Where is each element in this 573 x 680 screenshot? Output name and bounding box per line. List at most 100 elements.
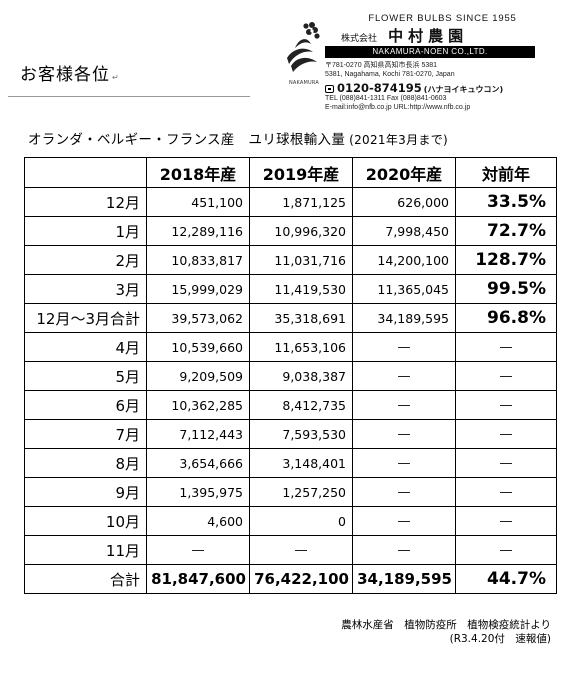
- ratio-cell: ―: [455, 361, 557, 391]
- value-2020-cell: 11,365,045: [352, 274, 456, 304]
- month-cell: 10月: [24, 506, 147, 536]
- table-row: 1月 12,289,116 10,996,320 7,998,450 72.7%: [24, 216, 557, 246]
- table-total-row: 合計 81,847,600 76,422,100 34,189,595 44.7…: [24, 564, 557, 594]
- value-2019-cell: 8,412,735: [249, 390, 353, 420]
- value-2018-cell: 39,573,062: [146, 303, 250, 333]
- month-cell: 12月: [24, 187, 147, 217]
- table-row: 10月 4,600 0 ― ―: [24, 506, 557, 536]
- value-2020-cell: ―: [352, 448, 456, 478]
- value-2018-cell: 15,999,029: [146, 274, 250, 304]
- ratio-cell: ―: [455, 419, 557, 449]
- total-label-cell: 合計: [24, 564, 147, 594]
- value-2018-cell: 7,112,443: [146, 419, 250, 449]
- table-row: 12月 451,100 1,871,125 626,000 33.5%: [24, 187, 557, 217]
- month-cell: 4月: [24, 332, 147, 362]
- value-2019-cell: 35,318,691: [249, 303, 353, 333]
- value-2020-cell: 626,000: [352, 187, 456, 217]
- value-2020-cell: ―: [352, 361, 456, 391]
- value-2018-cell: 12,289,116: [146, 216, 250, 246]
- month-cell: 2月: [24, 245, 147, 275]
- nakamura-flower-logo-icon: [287, 22, 320, 72]
- title-note: (2021年3月まで): [349, 133, 448, 147]
- value-2020-cell: ―: [352, 477, 456, 507]
- value-2018-cell: 1,395,975: [146, 477, 250, 507]
- month-cell: 5月: [24, 361, 147, 391]
- ratio-cell: 96.8%: [455, 303, 557, 333]
- value-2020-cell: 14,200,100: [352, 245, 456, 275]
- greeting-underline: [8, 96, 250, 97]
- ratio-cell: ―: [455, 448, 557, 478]
- company-phone-row: 0120-874195 (ハナヨイキュウコン): [325, 79, 560, 95]
- value-2018-cell: 4,600: [146, 506, 250, 536]
- table-row: 12月～3月合計 39,573,062 35,318,691 34,189,59…: [24, 303, 557, 333]
- header-ratio: 対前年: [455, 157, 557, 188]
- ratio-cell: ―: [455, 332, 557, 362]
- value-2020-cell: ―: [352, 332, 456, 362]
- lily-bulb-import-table: 2018年産 2019年産 2020年産 対前年 12月 451,100 1,8…: [24, 157, 557, 594]
- value-2019-cell: 10,996,320: [249, 216, 353, 246]
- table-row: 3月 15,999,029 11,419,530 11,365,045 99.5…: [24, 274, 557, 304]
- table-row: 11月 ― ― ― ―: [24, 535, 557, 565]
- month-cell: 11月: [24, 535, 147, 565]
- value-2018-cell: 3,654,666: [146, 448, 250, 478]
- value-2019-cell: 11,031,716: [249, 245, 353, 275]
- ratio-cell: 72.7%: [455, 216, 557, 246]
- value-2019-cell: ―: [249, 535, 353, 565]
- month-cell: 7月: [24, 419, 147, 449]
- value-2020-cell: ―: [352, 535, 456, 565]
- page-title: オランダ・ベルギー・フランス産 ユリ球根輸入量 (2021年3月まで): [28, 128, 448, 148]
- title-main: オランダ・ベルギー・フランス産 ユリ球根輸入量: [28, 132, 346, 148]
- month-cell: 9月: [24, 477, 147, 507]
- company-tel-fax: TEL (088)841-1311 Fax (088)841-0603: [325, 95, 447, 102]
- header-month: [24, 157, 147, 188]
- value-2018-cell: 451,100: [146, 187, 250, 217]
- company-name: 中村農園: [388, 27, 469, 45]
- value-2019-cell: 1,871,125: [249, 187, 353, 217]
- value-2018-cell: 10,362,285: [146, 390, 250, 420]
- value-2018-cell: 10,539,660: [146, 332, 250, 362]
- table-row: 9月 1,395,975 1,257,250 ― ―: [24, 477, 557, 507]
- value-2020-cell: ―: [352, 390, 456, 420]
- source-note: 農林水産省 植物防疫所 植物検疫統計より (R3.4.20付 速報値): [341, 618, 551, 646]
- company-phone-kana: (ハナヨイキュウコン): [423, 85, 504, 94]
- month-cell: 12月～3月合計: [24, 303, 147, 333]
- month-cell: 1月: [24, 216, 147, 246]
- logo-caption: NAKAMURA: [288, 80, 320, 86]
- greeting: お客様各位 ↵: [20, 60, 120, 85]
- value-2019-cell: 0: [249, 506, 353, 536]
- ratio-cell: ―: [455, 506, 557, 536]
- table-row: 7月 7,112,443 7,593,530 ― ―: [24, 419, 557, 449]
- month-cell: 6月: [24, 390, 147, 420]
- value-2019-cell: 3,148,401: [249, 448, 353, 478]
- source-line-1: 農林水産省 植物防疫所 植物検疫統計より: [341, 619, 551, 631]
- month-cell: 8月: [24, 448, 147, 478]
- company-phone: 0120-874195: [337, 81, 422, 95]
- ratio-cell: ―: [455, 535, 557, 565]
- total-2018-cell: 81,847,600: [146, 564, 250, 594]
- value-2020-cell: 34,189,595: [352, 303, 456, 333]
- total-2020-cell: 34,189,595: [352, 564, 456, 594]
- table-row: 6月 10,362,285 8,412,735 ― ―: [24, 390, 557, 420]
- company-address-en: 5381, Nagahama, Kochi 781-0270, Japan: [325, 71, 455, 78]
- value-2019-cell: 11,419,530: [249, 274, 353, 304]
- value-2020-cell: 7,998,450: [352, 216, 456, 246]
- company-email-url: E-mail:info@nfb.co.jp URL:http://www.nfb…: [325, 104, 471, 111]
- value-2020-cell: ―: [352, 506, 456, 536]
- value-2019-cell: 11,653,106: [249, 332, 353, 362]
- company-name-en: NAKAMURA-NOEN CO.,LTD.: [325, 46, 535, 58]
- phone-icon: [325, 85, 334, 93]
- greeting-text: お客様各位: [20, 65, 110, 85]
- header-2019: 2019年産: [249, 157, 353, 188]
- ratio-cell: 128.7%: [455, 245, 557, 275]
- paragraph-mark-icon: ↵: [112, 73, 120, 82]
- company-type: 株式会社: [341, 34, 378, 44]
- table-row: 5月 9,209,509 9,038,387 ― ―: [24, 361, 557, 391]
- total-ratio-cell: 44.7%: [455, 564, 557, 594]
- company-tagline: FLOWER BULBS SINCE 1955: [368, 13, 517, 24]
- table-row: 8月 3,654,666 3,148,401 ― ―: [24, 448, 557, 478]
- company-address-jp: 〒781-0270 高知県高知市長浜 5381: [325, 62, 438, 69]
- value-2018-cell: ―: [146, 535, 250, 565]
- company-info: FLOWER BULBS SINCE 1955 株式会社 中村農園 NAKAMU…: [325, 12, 560, 112]
- value-2019-cell: 7,593,530: [249, 419, 353, 449]
- table-row: 2月 10,833,817 11,031,716 14,200,100 128.…: [24, 245, 557, 275]
